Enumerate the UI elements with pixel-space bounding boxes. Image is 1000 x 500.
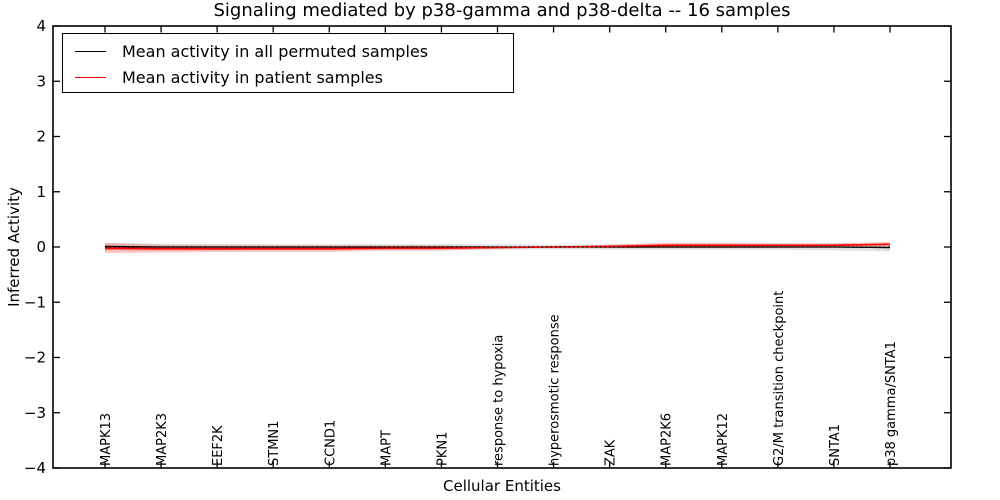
y-tick-label: 0 — [36, 238, 46, 256]
y-tick-label: 4 — [36, 17, 46, 35]
x-tick-label: MAPK13 — [99, 413, 114, 466]
x-tick-label: STMN1 — [267, 421, 282, 466]
x-tick-label: MAPK12 — [716, 413, 731, 466]
x-tick-label: SNTA1 — [828, 424, 843, 466]
x-tick-label: hyperosmotic response — [548, 314, 563, 466]
y-tick-label: −3 — [24, 404, 46, 422]
y-tick-label: 1 — [36, 183, 46, 201]
legend-line-patient-icon — [75, 76, 106, 78]
legend-line-permuted-icon — [75, 50, 106, 52]
x-tick-label: MAP2K6 — [660, 413, 675, 466]
x-tick-label: EEF2K — [211, 425, 226, 466]
x-tick-label: p38 gamma/SNTA1 — [884, 341, 899, 466]
x-tick-label: MAP2K3 — [155, 413, 170, 466]
y-tick-label: 3 — [36, 72, 46, 90]
y-tick-label: −2 — [24, 349, 46, 367]
chart-title: Signaling mediated by p38-gamma and p38-… — [213, 0, 791, 21]
legend-label-patient: Mean activity in patient samples — [122, 67, 383, 87]
x-tick-label: G2/M transition checkpoint — [772, 291, 787, 466]
legend-label-permuted: Mean activity in all permuted samples — [122, 41, 429, 61]
legend-item-permuted: Mean activity in all permuted samples — [75, 38, 513, 64]
x-axis-label: Cellular Entities — [443, 477, 561, 495]
x-tick-label: MAPT — [379, 430, 394, 466]
x-tick-label: PKN1 — [435, 432, 450, 466]
y-tick-label: −1 — [24, 293, 46, 311]
legend: Mean activity in all permuted samples Me… — [62, 33, 514, 93]
x-tick-label: response to hypoxia — [492, 335, 507, 466]
x-tick-label: CCND1 — [323, 420, 338, 466]
legend-item-patient: Mean activity in patient samples — [75, 64, 513, 90]
y-tick-label: 2 — [36, 128, 46, 146]
y-tick-label: −4 — [24, 459, 46, 477]
y-axis-label: Inferred Activity — [5, 187, 23, 307]
x-tick-label: ZAK — [604, 439, 619, 466]
